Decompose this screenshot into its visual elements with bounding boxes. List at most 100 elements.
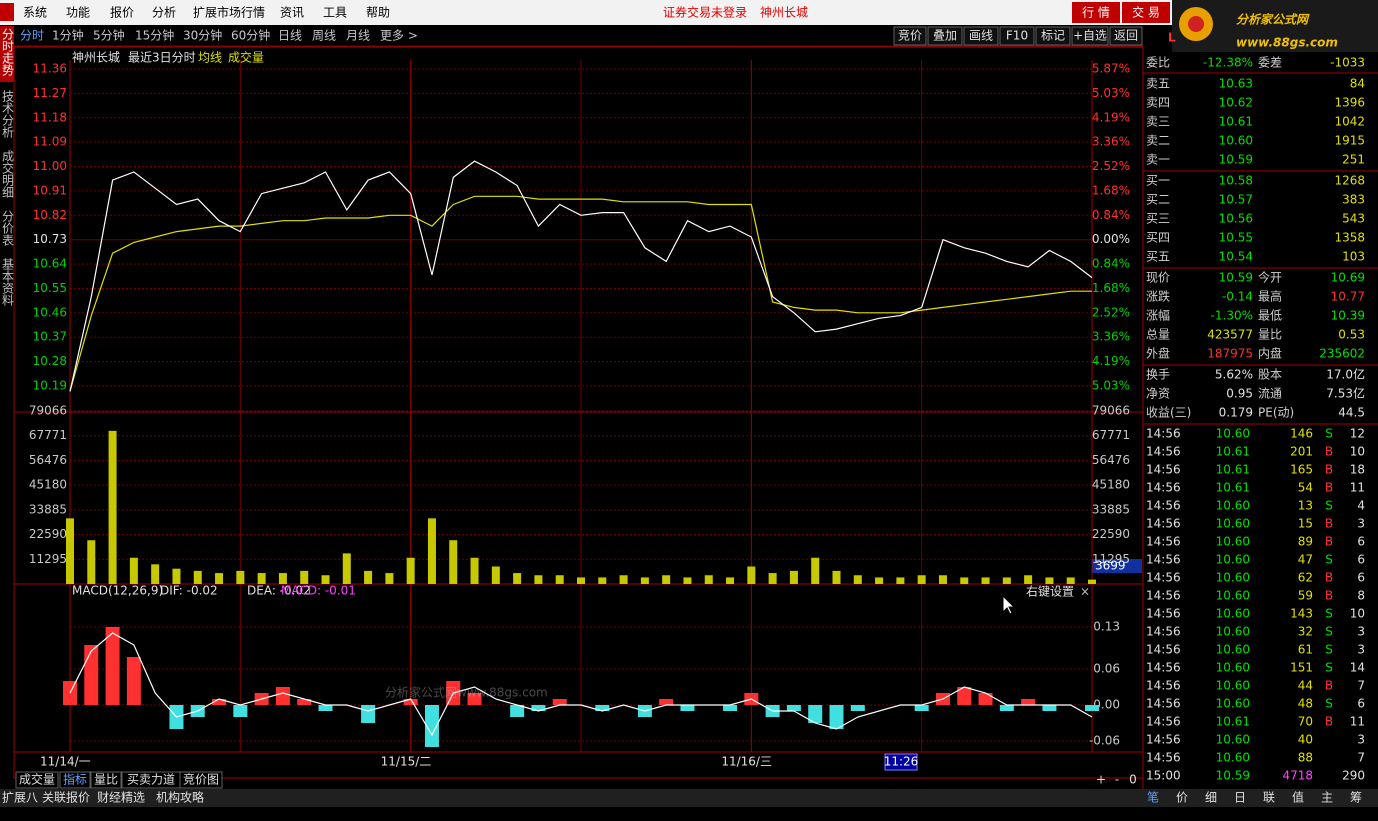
close-mark[interactable]: × — [1080, 585, 1090, 599]
period-tab[interactable]: 分时 — [20, 29, 44, 43]
tick-volume: 13 — [1298, 499, 1313, 513]
tick-time: 14:56 — [1146, 445, 1181, 459]
side-tab[interactable]: 分时走势 — [1, 28, 15, 76]
quote-tab[interactable]: 细 — [1205, 791, 1217, 805]
tool-button[interactable]: F10 — [1006, 29, 1028, 43]
volume-bar — [598, 577, 607, 584]
volume-bar — [768, 573, 777, 584]
period-tab[interactable]: 日线 — [278, 29, 302, 43]
macd-bar — [999, 705, 1014, 711]
pct-tick-label: 4.19% — [1092, 354, 1130, 368]
macd-bar — [659, 699, 674, 705]
macd-bar — [723, 705, 738, 711]
tool-button-bg — [893, 26, 927, 46]
side-tab[interactable]: 技术分析 — [1, 90, 15, 139]
zoom-button[interactable]: + — [1096, 773, 1106, 787]
tick-price: 10.60 — [1216, 553, 1250, 567]
menu-item[interactable]: 功能 — [66, 6, 90, 20]
vol-tick-label-right: 11295 — [1092, 552, 1130, 566]
quote-value: -1.30% — [1211, 309, 1253, 323]
bottom-tab2[interactable]: 扩展八 — [2, 791, 38, 805]
tick-volume: 61 — [1298, 643, 1313, 657]
quote-tab[interactable]: 值 — [1292, 790, 1304, 805]
bottom-tab[interactable]: 买卖力道 — [127, 773, 175, 787]
tick-price: 10.60 — [1216, 427, 1250, 441]
menu-item[interactable]: 工具 — [323, 6, 347, 20]
bottom-tab2[interactable]: 机构攻略 — [156, 790, 204, 805]
tool-button[interactable]: 返回 — [1114, 29, 1138, 43]
menu-item[interactable]: 系统 — [23, 6, 47, 20]
price-tick-label: 10.19 — [33, 379, 67, 393]
tool-button[interactable]: 画线 — [969, 29, 993, 43]
tick-time: 14:56 — [1146, 697, 1181, 711]
zoom-button[interactable]: 0 — [1129, 773, 1137, 787]
quote-label: 内盘 — [1258, 346, 1282, 361]
bottom-tab2[interactable]: 关联报价 — [42, 790, 90, 805]
tick-time: 14:56 — [1146, 481, 1181, 495]
macd-bar — [467, 693, 482, 705]
price-tick-label: 10.64 — [33, 257, 67, 271]
tick-time: 14:56 — [1146, 517, 1181, 531]
macd-bar — [595, 705, 610, 711]
macd-bar — [105, 627, 120, 705]
tick-count: 6 — [1357, 553, 1365, 567]
volume-bar — [747, 566, 756, 584]
side-tab[interactable]: 成交明细 — [1, 150, 15, 198]
period-tab[interactable]: 月线 — [346, 29, 370, 43]
period-tab[interactable]: 60分钟 — [231, 28, 270, 43]
quote-tab[interactable]: 联 — [1263, 791, 1275, 805]
period-tab[interactable]: 15分钟 — [135, 28, 174, 43]
chart-header: 神州长城 — [72, 51, 120, 65]
right-setting[interactable]: 右键设置 — [1026, 584, 1074, 599]
tool-button-bg — [1071, 26, 1109, 46]
macd-bar — [978, 693, 993, 705]
volume-bar — [385, 573, 394, 584]
period-tab[interactable]: 1分钟 — [52, 28, 84, 43]
quote-tab[interactable]: 筹 — [1350, 791, 1362, 805]
bottom-tab[interactable]: 指标 — [63, 772, 87, 787]
period-tab[interactable]: 5分钟 — [93, 28, 125, 43]
tick-volume: 44 — [1298, 679, 1313, 693]
quote-tab[interactable]: 价 — [1176, 791, 1188, 805]
quote-tab[interactable]: 主 — [1321, 791, 1333, 805]
depth-price: 10.56 — [1219, 212, 1253, 226]
tick-price: 10.60 — [1216, 517, 1250, 531]
bottom-tab[interactable]: 量比 — [94, 773, 118, 787]
quote-tab[interactable]: 日 — [1234, 791, 1246, 805]
menu-item[interactable]: 分析 — [152, 6, 176, 20]
zoom-button[interactable]: - — [1115, 773, 1119, 787]
quote-value: 7.53亿 — [1326, 386, 1365, 401]
side-tab[interactable]: 基本资料 — [1, 258, 15, 306]
menu-item[interactable]: 资讯 — [280, 6, 304, 20]
tool-button[interactable]: 叠加 — [933, 29, 957, 43]
tick-volume: 4718 — [1282, 769, 1313, 783]
period-tab[interactable]: 更多 > — [380, 29, 418, 43]
quote-tab[interactable]: 笔 — [1147, 790, 1159, 805]
vol-tick-label-right: 33885 — [1092, 502, 1130, 516]
tick-volume: 165 — [1290, 463, 1313, 477]
top-button[interactable]: 行 情 — [1082, 6, 1110, 20]
side-tab[interactable]: 分价表 — [1, 210, 15, 246]
tool-button[interactable]: 竞价 — [898, 29, 922, 43]
depth-volume: 543 — [1342, 212, 1365, 226]
period-tab[interactable]: 周线 — [312, 29, 336, 43]
tool-button[interactable]: 标记 — [1041, 29, 1065, 43]
menu-item[interactable]: 报价 — [110, 5, 134, 20]
bottom-tab[interactable]: 竞价图 — [183, 773, 219, 787]
menu-item[interactable]: 扩展市场行情 — [193, 5, 265, 20]
tick-count: 18 — [1350, 463, 1365, 477]
vol-tick-label: 22590 — [29, 527, 67, 541]
top-button[interactable]: 交 易 — [1132, 5, 1160, 20]
tick-price: 10.60 — [1216, 625, 1250, 639]
depth-volume: 1396 — [1334, 96, 1365, 110]
tool-button[interactable]: +自选 — [1073, 29, 1107, 43]
depth-label: 买二 — [1146, 193, 1170, 207]
volume-bar — [193, 570, 202, 584]
macd-bar — [297, 699, 312, 705]
menu-item[interactable]: 帮助 — [366, 6, 390, 20]
period-tab[interactable]: 30分钟 — [183, 28, 222, 43]
vol-tick-label-right: 67771 — [1092, 428, 1130, 442]
bottom-tab[interactable]: 成交量 — [19, 772, 55, 787]
tick-count: 14 — [1350, 661, 1365, 675]
bottom-tab2[interactable]: 财经精选 — [97, 791, 145, 805]
